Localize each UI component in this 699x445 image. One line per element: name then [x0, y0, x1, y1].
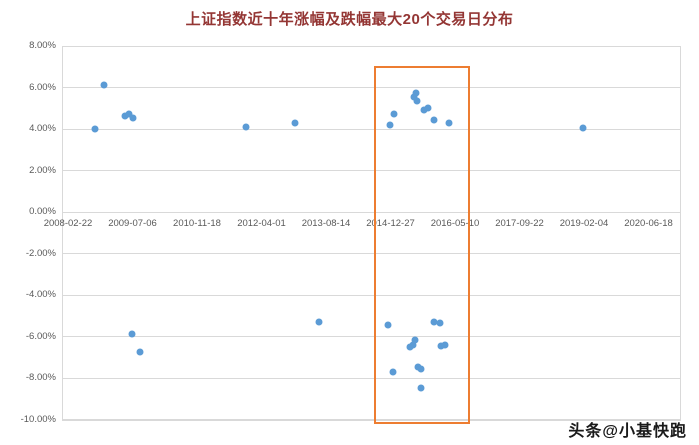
y-tick-label: -4.00%: [25, 289, 56, 301]
data-point: [242, 123, 250, 131]
x-tick-label: 2016-05-10: [430, 218, 480, 230]
y-tick-label: 0.00%: [29, 206, 56, 218]
highlight-box: [373, 65, 470, 425]
y-tick-label: -8.00%: [25, 372, 56, 384]
data-point: [413, 97, 421, 105]
y-gridline: [62, 128, 681, 130]
data-point: [430, 116, 438, 124]
data-point: [386, 121, 394, 129]
data-point: [128, 330, 136, 338]
data-point: [315, 318, 323, 326]
x-tick-label: 2012-04-01: [237, 218, 286, 230]
data-point: [291, 119, 299, 127]
y-gridline: [62, 170, 681, 172]
x-tick-label: 2013-08-14: [301, 218, 351, 230]
data-point: [129, 114, 137, 122]
y-tick-label: -6.00%: [25, 330, 56, 342]
data-point: [125, 110, 133, 118]
y-tick-label: 6.00%: [29, 81, 56, 93]
data-point: [389, 368, 397, 376]
x-tick-label: 2009-07-06: [108, 218, 157, 230]
data-point: [424, 104, 432, 112]
y-tick-label: 4.00%: [29, 123, 56, 135]
x-tick-label: 2008-02-22: [43, 218, 93, 230]
y-tick-label: -2.00%: [25, 247, 56, 259]
data-point: [136, 348, 144, 356]
x-tick-label: 2020-06-18: [624, 218, 673, 230]
x-tick-label: 2019-02-04: [559, 218, 609, 230]
y-gridline: [62, 45, 681, 47]
y-gridline: [62, 377, 681, 379]
data-point: [437, 342, 445, 350]
data-point: [441, 341, 449, 349]
data-point: [121, 112, 129, 120]
data-point: [430, 318, 438, 326]
y-gridline: [62, 253, 681, 255]
x-tick-label: 2014-12-27: [366, 218, 415, 230]
y-gridline: [62, 294, 681, 296]
data-point: [100, 81, 108, 89]
y-tick-label: 2.00%: [29, 164, 56, 176]
data-point: [409, 341, 417, 349]
y-gridline: [62, 211, 681, 213]
data-point: [384, 321, 392, 329]
plot-area: [62, 46, 681, 420]
chart-title: 上证指数近十年涨幅及跌幅最大20个交易日分布: [185, 11, 514, 28]
data-point: [579, 124, 587, 132]
data-point: [91, 125, 99, 133]
y-tick-label: -10.00%: [20, 414, 56, 425]
x-tick-label: 2017-09-22: [495, 218, 544, 230]
y-gridline: [62, 87, 681, 89]
y-tick-label: 8.00%: [29, 40, 56, 51]
data-point: [417, 365, 425, 373]
y-gridline: [62, 336, 681, 338]
data-point: [411, 336, 419, 344]
data-point: [445, 119, 453, 127]
data-point: [410, 93, 418, 101]
data-point: [412, 89, 420, 97]
watermark-text: 头条@小基快跑: [568, 423, 687, 440]
data-point: [390, 110, 398, 118]
x-tick-label: 2010-11-18: [173, 218, 221, 230]
data-point: [417, 384, 425, 392]
data-point: [436, 319, 444, 327]
y-gridline: [62, 419, 681, 421]
